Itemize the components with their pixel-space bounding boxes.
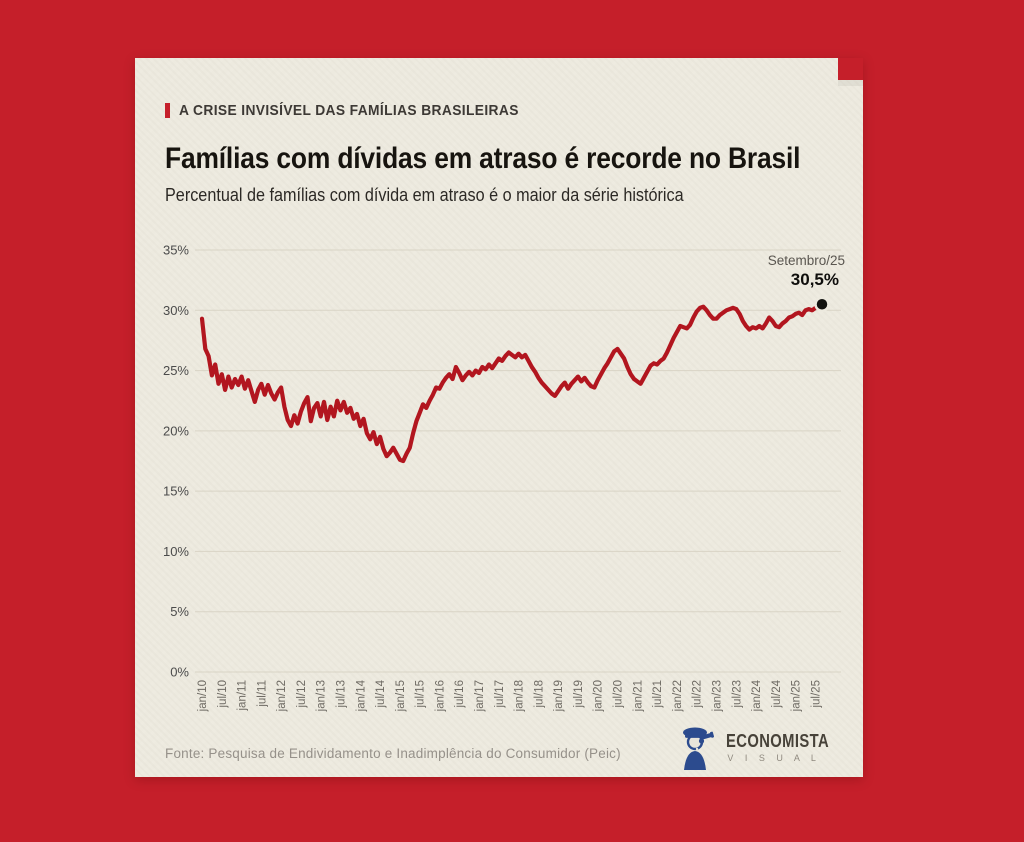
economist-spyglass-icon [683, 727, 715, 770]
x-tick-label: jan/23 [711, 680, 723, 712]
x-tick-label: jul/12 [296, 680, 308, 709]
x-tick-label: jan/21 [632, 680, 644, 712]
x-tick-label: jan/25 [791, 680, 803, 712]
x-tick-label: jan/24 [751, 679, 763, 712]
end-point-dot [814, 296, 830, 313]
y-tick-label: 30% [163, 303, 189, 318]
x-tick-label: jan/20 [593, 680, 605, 712]
x-tick-label: jan/13 [316, 680, 328, 712]
page-title: Famílias com dívidas em atraso é recorde… [165, 142, 801, 175]
x-tick-label: jan/17 [474, 680, 486, 712]
x-tick-label: jul/21 [652, 680, 664, 709]
y-tick-label: 20% [163, 423, 189, 438]
x-tick-label: jan/12 [276, 680, 288, 712]
x-tick-label: jan/18 [514, 680, 526, 712]
x-tick-label: jul/11 [256, 680, 268, 708]
x-tick-label: jul/15 [415, 680, 427, 709]
x-tick-label: jul/24 [771, 679, 783, 708]
eyebrow-label: A CRISE INVISÍVEL DAS FAMÍLIAS BRASILEIR… [179, 102, 519, 119]
x-tick-label: jan/14 [355, 679, 367, 712]
eyebrow: A CRISE INVISÍVEL DAS FAMÍLIAS BRASILEIR… [165, 102, 548, 119]
page-subtitle: Percentual de famílias com dívida em atr… [165, 185, 684, 205]
brand-name: ECONOMISTA [726, 730, 830, 751]
x-tick-label: jan/19 [553, 680, 565, 712]
y-tick-label: 10% [163, 544, 189, 559]
x-tick-label: jul/13 [336, 680, 348, 709]
brand-logo: ECONOMISTA V I S U A L [675, 724, 852, 770]
eyebrow-red-bar-icon [165, 103, 170, 118]
x-tick-label: jul/20 [613, 680, 625, 709]
y-tick-label: 5% [170, 604, 189, 619]
x-tick-label: jul/19 [573, 680, 585, 709]
source-note: Fonte: Pesquisa de Endividamento e Inadi… [165, 746, 621, 761]
y-tick-label: 0% [170, 665, 189, 680]
x-tick-label: jul/17 [494, 680, 506, 709]
x-tick-label: jul/14 [375, 679, 387, 708]
card-corner-notch [838, 80, 863, 86]
x-tick-label: jul/18 [533, 680, 545, 709]
y-tick-label: 25% [163, 363, 189, 378]
line-chart: 0% 5% 10% 15% 20% 25% 30% 35% jan/10 jul/10 jan/11… [163, 243, 841, 712]
x-tick-label: jan/11 [237, 680, 249, 711]
data-series-line [199, 302, 825, 464]
annotation-date-label: Setembro/25 [767, 253, 845, 268]
y-tick-label: 15% [163, 484, 189, 499]
x-tick-label: jan/10 [197, 680, 209, 712]
annotation-value-label: 30,5% [790, 270, 839, 289]
x-tick-label: jan/15 [395, 680, 407, 712]
x-tick-label: jul/22 [692, 680, 704, 709]
brand-subname: V I S U A L [727, 752, 821, 763]
x-tick-label: jul/10 [217, 680, 229, 709]
x-tick-label: jul/16 [454, 680, 466, 709]
x-tick-label: jul/25 [810, 680, 822, 709]
x-tick-label: jan/16 [434, 680, 446, 712]
x-tick-label: jan/22 [672, 680, 684, 712]
infographic-card: A CRISE INVISÍVEL DAS FAMÍLIAS BRASILEIR… [135, 58, 863, 777]
x-tick-label: jul/23 [731, 680, 743, 709]
y-tick-label: 35% [163, 243, 189, 258]
